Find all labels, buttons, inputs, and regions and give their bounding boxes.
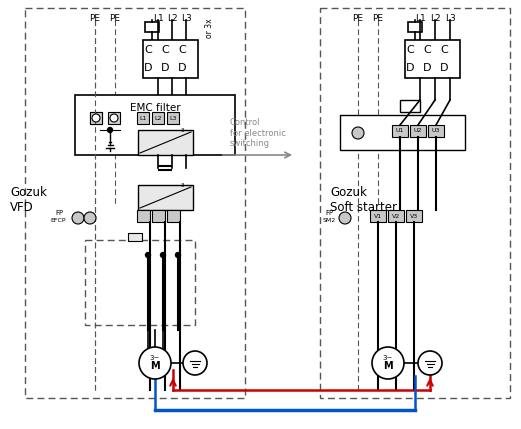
Circle shape	[339, 212, 351, 224]
Text: C: C	[440, 45, 448, 55]
Text: L1: L1	[139, 115, 147, 121]
Text: FP: FP	[55, 210, 63, 216]
Text: L3: L3	[181, 14, 191, 23]
Text: D: D	[440, 63, 448, 73]
Bar	[152, 112, 164, 124]
Text: M: M	[383, 361, 393, 371]
Bar	[388, 210, 404, 222]
Bar	[138, 185, 193, 210]
Text: U2: U2	[414, 129, 422, 133]
Bar	[392, 125, 408, 137]
Circle shape	[183, 351, 207, 375]
Text: L3: L3	[444, 14, 455, 23]
Text: EFCP: EFCP	[50, 218, 66, 223]
Text: D: D	[178, 63, 186, 73]
Text: L2: L2	[154, 115, 162, 121]
Circle shape	[352, 127, 364, 139]
Text: C: C	[161, 45, 169, 55]
Text: PE: PE	[373, 14, 383, 23]
Bar	[137, 112, 149, 124]
Text: L1: L1	[415, 14, 425, 23]
Text: L2: L2	[430, 14, 440, 23]
Circle shape	[418, 351, 442, 375]
Bar	[145, 22, 159, 32]
Text: 3~: 3~	[383, 355, 393, 361]
Bar	[408, 22, 422, 32]
Bar	[90, 112, 102, 124]
Circle shape	[139, 347, 171, 379]
Text: D: D	[423, 63, 431, 73]
Text: L3: L3	[169, 115, 177, 121]
Text: EMC filter: EMC filter	[130, 103, 180, 113]
Circle shape	[72, 212, 84, 224]
Bar	[152, 210, 165, 222]
Bar	[428, 125, 444, 137]
Bar	[128, 233, 142, 241]
Circle shape	[372, 347, 404, 379]
Text: M: M	[150, 361, 160, 371]
Circle shape	[84, 212, 96, 224]
Bar	[167, 112, 179, 124]
Bar	[410, 125, 426, 137]
Text: U3: U3	[432, 129, 440, 133]
Bar	[406, 210, 422, 222]
Text: SM2: SM2	[323, 218, 336, 223]
Text: FP: FP	[325, 210, 333, 216]
Bar	[90, 112, 102, 124]
Text: PE: PE	[109, 14, 120, 23]
Bar	[137, 210, 150, 222]
Text: PE: PE	[90, 14, 101, 23]
Text: Gozuk
VFD: Gozuk VFD	[10, 186, 47, 214]
Text: 3~: 3~	[181, 128, 189, 133]
Circle shape	[110, 114, 118, 122]
Bar	[400, 100, 420, 112]
Text: V2: V2	[392, 214, 400, 218]
Text: or 3x: or 3x	[205, 18, 214, 38]
Text: U1: U1	[396, 129, 404, 133]
Text: 3~: 3~	[150, 355, 160, 361]
Text: PE: PE	[353, 14, 364, 23]
Circle shape	[160, 253, 166, 257]
Text: L1: L1	[153, 14, 164, 23]
Bar	[167, 210, 180, 222]
Text: D: D	[161, 63, 169, 73]
Bar	[340, 115, 465, 150]
Text: L2: L2	[167, 14, 177, 23]
Text: C: C	[423, 45, 431, 55]
Text: C: C	[144, 45, 152, 55]
Circle shape	[107, 127, 113, 133]
Circle shape	[176, 253, 180, 257]
Circle shape	[145, 253, 151, 257]
Bar	[108, 112, 120, 124]
Text: V1: V1	[374, 214, 382, 218]
Circle shape	[92, 114, 100, 122]
Text: D: D	[406, 63, 414, 73]
Text: V3: V3	[410, 214, 418, 218]
Bar	[138, 130, 193, 155]
Bar	[370, 210, 386, 222]
Bar	[75, 95, 235, 155]
Bar	[85, 240, 195, 325]
Text: Gozuk
Soft starter: Gozuk Soft starter	[330, 186, 397, 214]
Bar	[25, 8, 245, 398]
Bar	[320, 8, 510, 398]
Text: C: C	[178, 45, 186, 55]
Text: C: C	[406, 45, 414, 55]
Bar	[143, 40, 198, 78]
Text: D: D	[144, 63, 152, 73]
Bar	[405, 40, 460, 78]
Text: Control
for electronic
switching: Control for electronic switching	[230, 118, 286, 148]
Text: 3~: 3~	[181, 183, 189, 188]
